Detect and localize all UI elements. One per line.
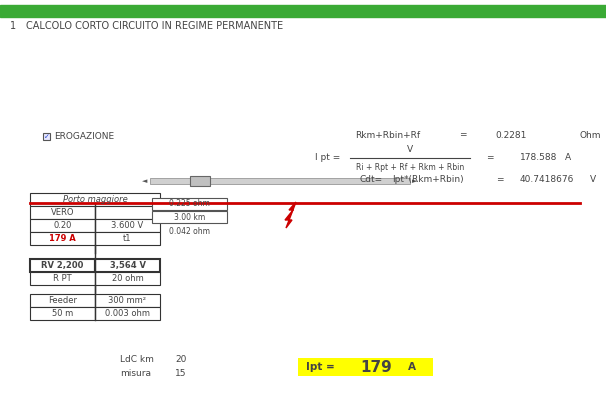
Text: 0.003 ohm: 0.003 ohm — [105, 309, 150, 318]
Text: V: V — [590, 176, 596, 185]
Text: Ri + Rpt + Rf + Rkm + Rbin: Ri + Rpt + Rf + Rkm + Rbin — [356, 162, 464, 172]
Bar — [150, 178, 410, 184]
Text: A: A — [408, 362, 416, 372]
Bar — [30, 193, 160, 206]
Bar — [30, 206, 95, 219]
Text: I pt =: I pt = — [315, 154, 340, 162]
Text: Porto maggiore: Porto maggiore — [62, 195, 127, 204]
Text: 3,564 V: 3,564 V — [110, 261, 145, 270]
Bar — [152, 198, 227, 210]
Text: Ohm: Ohm — [580, 131, 602, 140]
Text: 50 m: 50 m — [52, 309, 73, 318]
Bar — [95, 219, 160, 232]
Text: 3.00 km: 3.00 km — [174, 213, 205, 222]
Text: 178.588: 178.588 — [520, 154, 558, 162]
Bar — [30, 294, 95, 307]
Bar — [43, 133, 50, 140]
Text: CALCOLO CORTO CIRCUITO IN REGIME PERMANENTE: CALCOLO CORTO CIRCUITO IN REGIME PERMANE… — [26, 21, 283, 31]
Text: R PT: R PT — [53, 274, 72, 283]
Text: ►: ► — [412, 178, 418, 184]
Bar — [30, 272, 95, 285]
Bar — [298, 358, 433, 376]
Text: =: = — [486, 154, 494, 162]
Text: 300 mm²: 300 mm² — [108, 296, 147, 305]
Bar — [30, 219, 95, 232]
Polygon shape — [285, 202, 296, 228]
Bar — [30, 307, 95, 320]
Text: VERO: VERO — [51, 208, 75, 217]
Bar — [0, 5, 606, 17]
Text: Ipt =: Ipt = — [306, 362, 335, 372]
Text: 20 ohm: 20 ohm — [112, 274, 144, 283]
Text: LdC km: LdC km — [120, 355, 154, 365]
Bar — [95, 206, 160, 219]
Bar — [190, 176, 210, 186]
Text: ✓: ✓ — [44, 133, 50, 140]
Text: 20: 20 — [175, 355, 187, 365]
Bar — [95, 294, 160, 307]
Text: V: V — [407, 146, 413, 154]
Text: misura: misura — [120, 369, 151, 377]
Bar — [30, 259, 95, 272]
Bar — [152, 211, 227, 223]
Text: Rkm+Rbin+Rf: Rkm+Rbin+Rf — [355, 131, 420, 140]
Text: =: = — [459, 131, 467, 140]
Bar — [95, 272, 160, 285]
Text: EROGAZIONE: EROGAZIONE — [54, 132, 114, 141]
Text: Cdt=: Cdt= — [360, 176, 383, 185]
Bar — [30, 232, 95, 245]
Text: 3.600 V: 3.600 V — [112, 221, 144, 230]
Text: 15: 15 — [175, 369, 187, 377]
Text: ◄: ◄ — [142, 178, 147, 184]
Text: 0.225 ohm: 0.225 ohm — [169, 199, 210, 209]
Bar — [95, 232, 160, 245]
Text: 0.042 ohm: 0.042 ohm — [169, 226, 210, 236]
Text: 1: 1 — [10, 21, 16, 31]
Text: 40.7418676: 40.7418676 — [520, 176, 574, 185]
Text: 179: 179 — [360, 359, 391, 375]
Text: t1: t1 — [123, 234, 132, 243]
Bar — [95, 259, 160, 272]
Text: =: = — [496, 176, 504, 185]
Text: A: A — [565, 154, 571, 162]
Bar — [95, 307, 160, 320]
Text: 0.20: 0.20 — [53, 221, 72, 230]
Text: 179 A: 179 A — [49, 234, 76, 243]
Text: Ipt*(Rkm+Rbin): Ipt*(Rkm+Rbin) — [392, 176, 464, 185]
Text: 0.2281: 0.2281 — [495, 131, 527, 140]
Text: Feeder: Feeder — [48, 296, 77, 305]
Text: RV 2,200: RV 2,200 — [41, 261, 84, 270]
